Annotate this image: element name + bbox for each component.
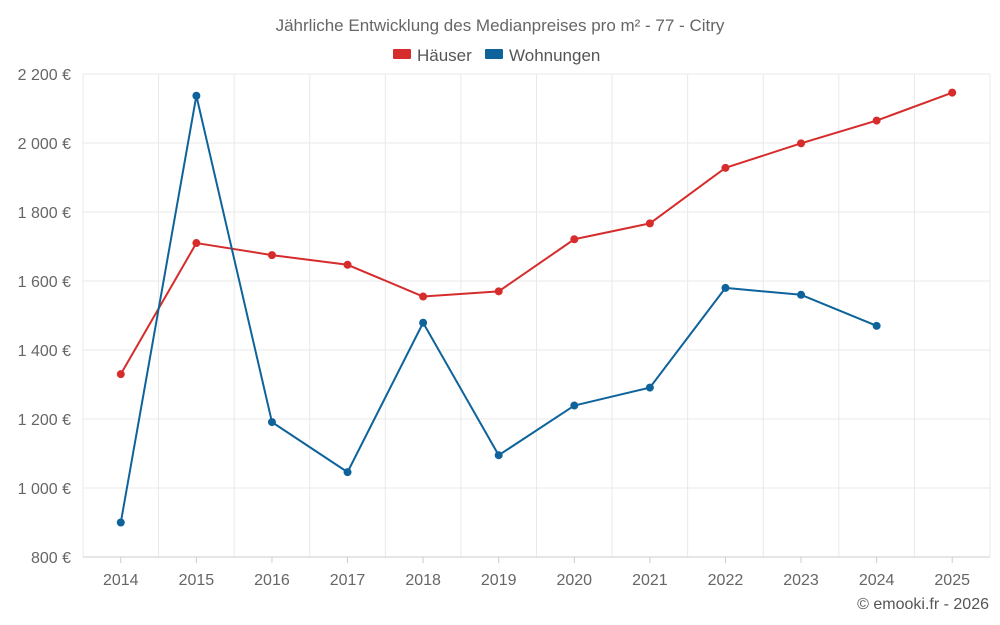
data-point-wohnungen[interactable]	[267, 418, 276, 427]
data-point-wohnungen[interactable]	[116, 518, 125, 527]
legend-swatch-wohnungen	[485, 49, 503, 59]
chart-title: Jährliche Entwicklung des Medianpreises …	[276, 16, 725, 35]
x-tick-label: 2014	[103, 572, 139, 589]
legend-label-wohnungen: Wohnungen	[509, 46, 600, 65]
data-point-haeuser[interactable]	[570, 235, 579, 244]
legend-item-haeuser[interactable]: Häuser	[393, 46, 472, 65]
data-point-wohnungen[interactable]	[192, 91, 201, 100]
legend-label-haeuser: Häuser	[417, 46, 472, 65]
y-tick-label: 2 000 €	[18, 136, 71, 153]
data-point-wohnungen[interactable]	[343, 468, 352, 477]
data-point-haeuser[interactable]	[721, 163, 730, 172]
y-tick-label: 1 600 €	[18, 274, 71, 291]
x-tick-label: 2018	[405, 572, 441, 589]
data-point-wohnungen[interactable]	[721, 283, 730, 292]
axes: 800 € 1 000 € 1 200 € 1 400 € 1 600 € 1 800 €…	[18, 67, 990, 589]
x-tick-label: 2017	[330, 572, 366, 589]
data-point-haeuser[interactable]	[192, 239, 201, 248]
data-point-haeuser[interactable]	[645, 219, 654, 228]
x-tick-label: 2016	[254, 572, 290, 589]
data-point-haeuser[interactable]	[797, 139, 806, 148]
data-point-haeuser[interactable]	[872, 116, 881, 125]
x-tick-label: 2022	[708, 572, 744, 589]
x-tick-label: 2021	[632, 572, 668, 589]
x-tick-label: 2020	[556, 572, 592, 589]
data-point-wohnungen[interactable]	[872, 321, 881, 330]
x-tick-label: 2025	[934, 572, 970, 589]
y-tick-label: 1 400 €	[18, 343, 71, 360]
x-tick-label: 2015	[179, 572, 215, 589]
data-point-haeuser[interactable]	[116, 370, 125, 379]
y-tick-label: 1 000 €	[18, 481, 71, 498]
data-point-wohnungen[interactable]	[570, 401, 579, 410]
data-point-haeuser[interactable]	[948, 88, 957, 97]
x-tick-label: 2019	[481, 572, 517, 589]
data-point-haeuser[interactable]	[343, 260, 352, 269]
legend-item-wohnungen[interactable]: Wohnungen	[485, 46, 600, 65]
y-tick-label: 1 800 €	[18, 205, 71, 222]
data-point-wohnungen[interactable]	[419, 318, 428, 327]
legend: Häuser Wohnungen	[393, 46, 600, 65]
credit-text: © emooki.fr - 2026	[857, 596, 989, 613]
data-point-wohnungen[interactable]	[494, 451, 503, 460]
x-tick-label: 2023	[783, 572, 819, 589]
data-point-wohnungen[interactable]	[797, 290, 806, 299]
legend-swatch-haeuser	[393, 49, 411, 59]
series	[116, 88, 957, 527]
data-point-haeuser[interactable]	[494, 287, 503, 296]
y-tick-label: 1 200 €	[18, 412, 71, 429]
grid	[82, 73, 991, 558]
y-tick-label: 800 €	[31, 550, 71, 567]
x-tick-label: 2024	[859, 572, 895, 589]
series-line-haeuser	[119, 91, 953, 375]
data-point-wohnungen[interactable]	[645, 383, 654, 392]
data-point-haeuser[interactable]	[419, 292, 428, 301]
data-point-haeuser[interactable]	[267, 251, 276, 260]
y-tick-label: 2 200 €	[18, 67, 71, 84]
